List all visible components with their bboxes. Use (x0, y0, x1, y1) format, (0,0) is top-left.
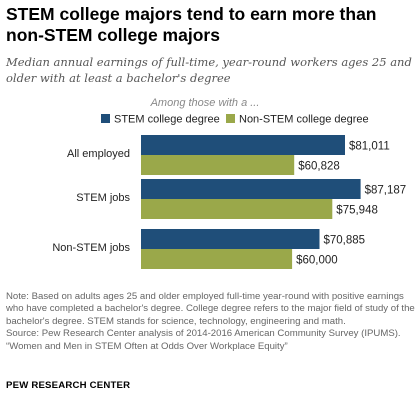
category-label-1: STEM jobs (76, 192, 130, 204)
data-label-0-1: $60,828 (298, 161, 340, 173)
bar-1-0 (141, 179, 361, 199)
data-label-0-0: $81,011 (349, 141, 390, 153)
legend-label-0: STEM college degree (114, 114, 220, 126)
bar-chart: Among those with a ... STEM college degr… (52, 97, 406, 269)
brand-logo-text: PEW RESEARCH CENTER (6, 380, 131, 391)
bar-0-1 (141, 155, 295, 175)
footnote: Note: Based on adults ages 25 and older … (6, 291, 416, 353)
bar-2-1 (141, 249, 293, 269)
bar-2-0 (141, 229, 320, 249)
data-label-1-0: $87,187 (365, 185, 407, 197)
data-label-1-1: $75,948 (336, 205, 378, 217)
category-label-0: All employed (67, 148, 130, 160)
data-label-2-1: $60,000 (296, 255, 338, 267)
legend: STEM college degree Non-STEM college degr… (101, 114, 369, 126)
legend-swatch-0 (101, 114, 110, 123)
bar-0-0 (141, 135, 345, 155)
category-label-2: Non-STEM jobs (52, 242, 130, 254)
legend-label-1: Non-STEM college degree (239, 114, 369, 126)
chart-subtitle: Median annual earnings of full-time, yea… (6, 55, 412, 85)
legend-swatch-1 (226, 114, 235, 123)
data-label-2-0: $70,885 (324, 235, 366, 247)
source-text: Source: Pew Research Center analysis of … (6, 328, 401, 352)
note-text: Note: Based on adults ages 25 and older … (6, 291, 415, 327)
legend-title: Among those with a ... (150, 97, 260, 109)
bar-1-1 (141, 199, 333, 219)
page-title: STEM college majors tend to earn more th… (6, 4, 377, 45)
bars-group: All employed $81,011 $60,828 STEM jobs $87,1… (52, 135, 406, 269)
